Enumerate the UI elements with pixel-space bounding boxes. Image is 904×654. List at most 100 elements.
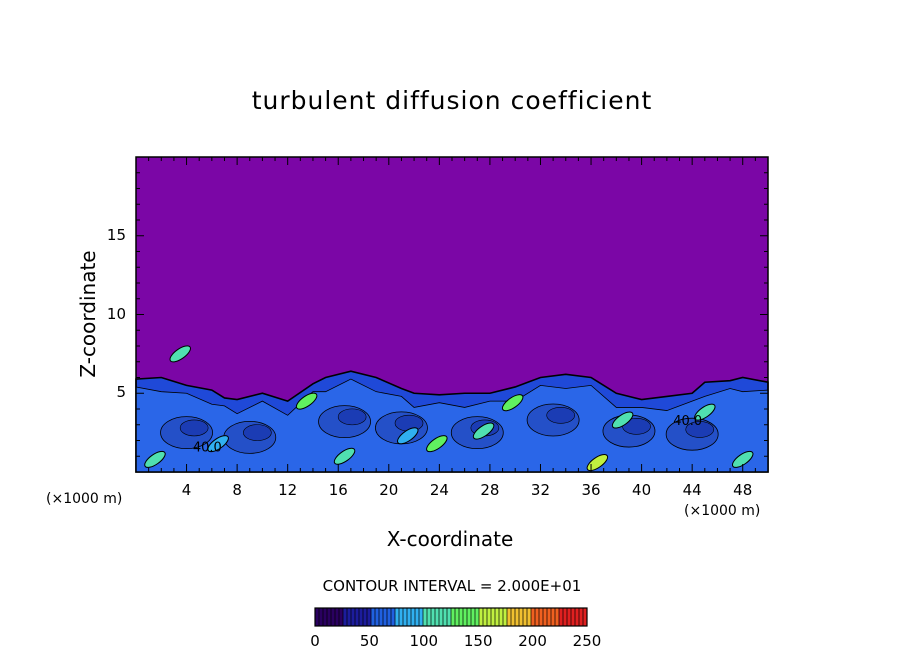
colorbar-cell: [535, 608, 540, 626]
colorbar-cell: [415, 608, 420, 626]
colorbar-cell: [547, 608, 552, 626]
colorbar-cell: [583, 608, 588, 626]
colorbar-cell: [523, 608, 528, 626]
colorbar-cell: [471, 608, 476, 626]
colorbar-cell: [539, 608, 544, 626]
colorbar-cell: [359, 608, 364, 626]
colorbar-cell: [327, 608, 332, 626]
colorbar-cell: [407, 608, 412, 626]
x-tick-label: 4: [181, 481, 192, 499]
colorbar-cell: [483, 608, 488, 626]
layer-inner-contour: [135, 378, 769, 473]
colorbar-cell: [575, 608, 580, 626]
colorbar-cell: [579, 608, 584, 626]
high-diffusion-patch: [397, 427, 419, 445]
colorbar-tick-label: 50: [359, 632, 379, 650]
colorbar-cell: [383, 608, 388, 626]
colorbar-cell: [555, 608, 560, 626]
colorbar-tick-label: 200: [518, 632, 547, 650]
x-tick-label: 48: [733, 481, 753, 499]
colorbar-cell: [427, 608, 432, 626]
high-diffusion-patch: [501, 394, 524, 412]
colorbar-cell: [495, 608, 500, 626]
colorbar-cell: [447, 608, 452, 626]
colorbar-cell: [367, 608, 372, 626]
colorbar-cell: [451, 608, 456, 626]
colorbar-cell: [387, 608, 392, 626]
colorbar-cell: [403, 608, 408, 626]
colorbar-cell: [487, 608, 492, 626]
colorbar-cell: [363, 608, 368, 626]
colorbar-cell: [479, 608, 484, 626]
high-diffusion-patch: [694, 403, 716, 421]
colorbar-cell: [435, 608, 440, 626]
colorbar-cell: [335, 608, 340, 626]
high-diffusion-patch: [586, 454, 609, 472]
colorbar-cell: [559, 608, 564, 626]
colorbar-cell: [351, 608, 356, 626]
colorbar-cell: [563, 608, 568, 626]
high-diffusion-patch: [295, 392, 318, 410]
colorbar-cell: [399, 608, 404, 626]
x-axis-unit: (×1000 m): [684, 503, 761, 519]
high-diffusion-patch: [472, 422, 495, 440]
colorbar-cell: [459, 608, 464, 626]
contour-label: 40.0: [673, 414, 702, 429]
colorbar-cell: [527, 608, 532, 626]
contour-label: 40.0: [193, 441, 222, 456]
colorbar-cell: [343, 608, 348, 626]
colorbar-cell: [567, 608, 572, 626]
high-diffusion-patch: [144, 450, 166, 468]
colorbar-cell: [379, 608, 384, 626]
eddy-core: [685, 421, 715, 438]
colorbar-cell: [551, 608, 556, 626]
eddy-core: [546, 406, 576, 424]
y-axis-unit: (×1000 m): [46, 491, 123, 507]
colorbar-cell: [507, 608, 512, 626]
high-diffusion-patch: [333, 447, 356, 465]
eddy-core: [243, 424, 272, 441]
colorbar-cell: [519, 608, 524, 626]
high-diffusion-patch: [426, 435, 448, 453]
colorbar-cell: [391, 608, 396, 626]
x-tick-label: 28: [480, 481, 500, 499]
colorbar-cell: [499, 608, 504, 626]
high-diffusion-patch: [611, 411, 634, 429]
colorbar-cell: [455, 608, 460, 626]
colorbar-cell: [323, 608, 328, 626]
colorbar-cell: [439, 608, 444, 626]
colorbar-cell: [511, 608, 516, 626]
colorbar-cell: [463, 608, 468, 626]
colorbar-cell: [331, 608, 336, 626]
colorbar-tick-label: 0: [310, 632, 320, 650]
eddy-core: [337, 408, 367, 426]
y-tick-label: 15: [106, 225, 126, 244]
x-tick-label: 12: [278, 481, 298, 499]
eddy-core: [179, 419, 209, 437]
x-tick-label: 44: [682, 481, 702, 499]
colorbar-tick-label: 100: [409, 632, 439, 650]
colorbar-cell: [491, 608, 496, 626]
x-tick-label: 24: [429, 481, 449, 499]
y-tick-label: 5: [116, 383, 126, 402]
colorbar-cell: [531, 608, 536, 626]
x-axis-label: X-coordinate: [386, 527, 514, 551]
y-tick-label: 10: [106, 304, 126, 323]
colorbar-cell: [443, 608, 448, 626]
colorbar-cell: [475, 608, 480, 626]
colorbar-cell: [371, 608, 376, 626]
colorbar-cell: [515, 608, 520, 626]
colorbar-cell: [467, 608, 472, 626]
colorbar-cell: [319, 608, 324, 626]
colorbar-cell: [347, 608, 352, 626]
colorbar-cell: [411, 608, 416, 626]
colorbar-cell: [355, 608, 360, 626]
colorbar-cell: [395, 608, 400, 626]
chart-title: turbulent diffusion coefficient: [251, 86, 653, 115]
high-diffusion-patch: [207, 435, 229, 453]
colorbar-frame: [314, 607, 588, 627]
x-tick-label: 8: [232, 481, 242, 499]
high-diffusion-patch: [169, 345, 191, 363]
x-tick-label: 20: [379, 481, 399, 499]
